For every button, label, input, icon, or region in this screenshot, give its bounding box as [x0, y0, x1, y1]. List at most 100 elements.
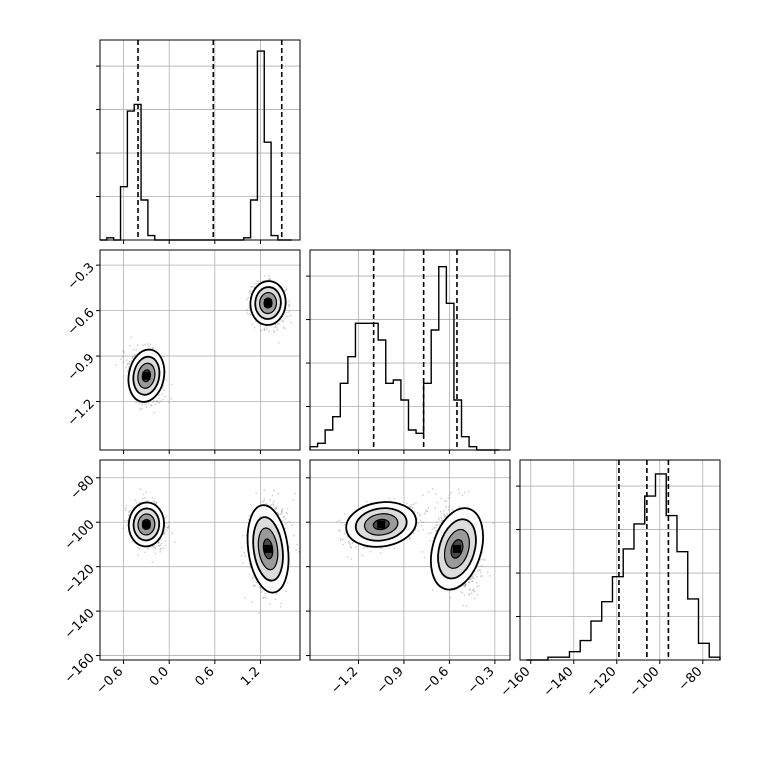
sample-point — [279, 513, 282, 516]
sample-point — [165, 379, 168, 382]
sample-point — [462, 584, 465, 587]
sample-point — [461, 494, 464, 497]
sample-point — [138, 501, 141, 504]
sample-point — [278, 322, 281, 325]
sample-point — [468, 581, 470, 584]
sample-point — [472, 576, 474, 579]
cluster — [421, 488, 495, 608]
sample-point — [431, 488, 434, 490]
sample-point — [260, 329, 263, 332]
sample-point — [246, 309, 249, 311]
sample-point — [162, 398, 164, 401]
sample-point — [343, 523, 346, 526]
sample-point — [271, 494, 274, 497]
sample-point — [161, 387, 164, 389]
sample-point — [251, 323, 254, 326]
sample-point — [126, 363, 129, 366]
sample-point — [160, 547, 162, 550]
sample-point — [250, 285, 253, 288]
sample-point — [489, 575, 491, 577]
sample-point — [296, 543, 298, 546]
sample-point — [164, 544, 167, 547]
sample-point — [167, 526, 170, 528]
sample-point — [135, 348, 138, 351]
sample-point — [256, 581, 258, 584]
sample-point — [145, 406, 148, 408]
sample-point — [130, 336, 133, 339]
sample-point — [275, 507, 278, 510]
sample-point — [127, 366, 130, 368]
sample-point — [281, 509, 283, 512]
sample-point — [249, 313, 252, 316]
sample-point — [153, 501, 156, 503]
cluster — [336, 488, 434, 561]
sample-point — [246, 312, 249, 315]
sample-point — [263, 488, 266, 491]
sample-point — [269, 603, 271, 606]
sample-point — [285, 287, 288, 289]
axes-frame — [99, 459, 301, 661]
sample-point — [393, 547, 396, 550]
sample-point — [157, 397, 160, 400]
sample-point — [351, 542, 354, 545]
sample-point — [418, 513, 421, 516]
y-tick-label: −0.6 — [65, 306, 98, 339]
sample-point — [281, 508, 284, 510]
sample-point — [155, 501, 158, 504]
sample-point — [132, 507, 134, 509]
sample-point — [151, 561, 154, 563]
sample-point — [145, 403, 147, 406]
sample-point — [465, 605, 468, 608]
sample-point — [162, 355, 165, 358]
sample-point — [157, 541, 160, 544]
sample-point — [167, 525, 170, 527]
sample-point — [280, 510, 283, 513]
sample-point — [258, 586, 261, 589]
sample-point — [136, 554, 139, 556]
sample-point — [414, 501, 417, 504]
sample-point — [273, 489, 276, 492]
sample-point — [252, 584, 255, 587]
sample-point — [416, 512, 419, 514]
sample-point — [282, 326, 285, 329]
sample-point — [464, 585, 466, 588]
sample-point — [276, 329, 279, 331]
sample-point — [131, 356, 134, 359]
sample-point — [263, 327, 266, 330]
density-peak — [377, 520, 386, 529]
sample-point — [283, 327, 286, 330]
sample-point — [139, 402, 141, 405]
sample-point — [427, 491, 430, 494]
sample-point — [125, 359, 128, 362]
sample-point — [144, 491, 147, 494]
sample-point — [363, 547, 366, 550]
sample-point — [248, 306, 251, 309]
sample-point — [162, 389, 165, 392]
sample-point — [462, 604, 465, 607]
sample-point — [263, 499, 265, 502]
sample-point — [129, 344, 131, 347]
sample-point — [425, 511, 427, 513]
sample-point — [246, 298, 248, 301]
sample-point — [152, 546, 155, 549]
sample-point — [159, 400, 162, 403]
sample-point — [275, 593, 278, 595]
sample-point — [285, 311, 288, 314]
sample-point — [253, 585, 256, 588]
sample-point — [121, 361, 124, 364]
sample-point — [482, 558, 485, 561]
sample-point — [129, 360, 131, 363]
sample-point — [286, 315, 289, 318]
sample-point — [147, 345, 150, 348]
sample-point — [408, 505, 411, 508]
sample-point — [249, 566, 251, 569]
sample-point — [161, 393, 164, 396]
sample-point — [419, 514, 421, 517]
sample-point — [164, 395, 167, 398]
sample-point — [244, 555, 247, 558]
sample-point — [143, 551, 146, 554]
sample-point — [417, 529, 420, 532]
sample-point — [152, 347, 155, 349]
sample-point — [155, 400, 158, 403]
sample-point — [388, 497, 391, 500]
